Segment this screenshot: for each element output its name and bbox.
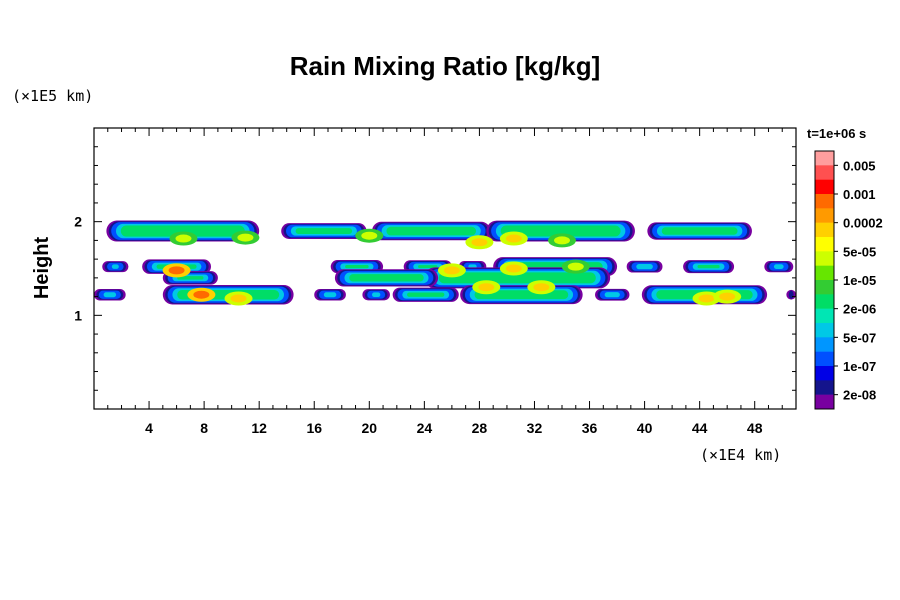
rain-contour	[295, 228, 353, 234]
x-tick-label: 32	[527, 420, 543, 436]
rain-contour	[697, 265, 720, 269]
rain-hotspot-core	[443, 266, 460, 275]
colorbar-cell	[815, 251, 834, 266]
colorbar-label: 1e-07	[843, 359, 876, 374]
colorbar-cell	[815, 179, 834, 195]
rain-hotspot-core	[505, 234, 522, 243]
rain-hotspot-core	[698, 294, 715, 303]
colorbar-label: 0.0002	[843, 216, 883, 231]
rain-contour	[323, 292, 337, 298]
rain-hotspot-core	[471, 238, 488, 247]
chart-title: Rain Mixing Ratio [kg/kg]	[290, 51, 601, 81]
y-axis-label: Height	[31, 237, 53, 300]
rain-contour	[111, 264, 119, 269]
x-tick-label: 28	[472, 420, 488, 436]
rain-hotspot-core	[193, 290, 210, 299]
x-axis-ticks: 4 8 12 16 20 24 28 32 36 40 44 48	[107, 128, 783, 436]
colorbar-cell	[815, 380, 834, 395]
colorbar-cell	[815, 351, 834, 367]
colorbar-cell	[815, 237, 834, 252]
y-axis-ticks: 12	[74, 146, 796, 391]
rain-contour	[788, 290, 794, 299]
colorbar-cell	[815, 323, 834, 338]
rain-contour	[386, 226, 477, 236]
colorbar-label: 0.001	[843, 187, 876, 202]
x-tick-label: 36	[582, 420, 598, 436]
x-tick-label: 12	[251, 420, 267, 436]
colorbar-cell	[815, 208, 834, 223]
rain-hotspot-core	[505, 264, 522, 273]
colorbar-cell	[815, 265, 834, 281]
colorbar-label: 1e-05	[843, 273, 876, 288]
x-axis-unit: (×1E4 km)	[700, 446, 781, 464]
x-tick-label: 24	[417, 420, 433, 436]
x-tick-label: 48	[747, 420, 763, 436]
rain-field	[94, 220, 796, 306]
y-tick-label: 1	[74, 307, 82, 323]
colorbar-cell	[815, 165, 834, 180]
rain-hotspot-core	[478, 283, 495, 292]
rain-hotspot-core	[237, 233, 254, 242]
rain-contour	[177, 276, 204, 280]
rain-contour	[418, 265, 438, 269]
rain-contour	[407, 292, 445, 297]
colorbar-cell	[815, 294, 834, 309]
rain-hotspot-core	[567, 262, 584, 271]
rain-hotspot-core	[168, 266, 185, 275]
y-tick-label: 2	[74, 214, 82, 230]
rain-contour	[103, 292, 117, 298]
plot-frame	[93, 127, 797, 410]
time-label: t=1e+06 s	[807, 126, 866, 141]
colorbar-label: 0.005	[843, 158, 876, 173]
rain-contour	[438, 272, 596, 284]
rain-contour	[636, 263, 653, 270]
colorbar-label: 5e-07	[843, 330, 876, 345]
colorbar-cell	[815, 337, 834, 352]
rain-hotspot-core	[175, 234, 192, 243]
colorbar-cell	[815, 308, 834, 324]
rain-hotspot-core	[230, 294, 247, 303]
colorbar-cell	[815, 151, 834, 166]
rain-contour	[349, 274, 424, 282]
x-tick-label: 4	[145, 420, 153, 436]
rain-contour	[661, 227, 738, 235]
x-tick-label: 8	[200, 420, 208, 436]
colorbar-label: 5e-05	[843, 244, 876, 259]
rain-contour	[120, 225, 245, 237]
colorbar-cell	[815, 394, 834, 410]
colorbar-label: 2e-08	[843, 388, 876, 403]
rain-contour	[604, 292, 620, 298]
rain-hotspot-core	[719, 292, 736, 301]
x-tick-label: 40	[637, 420, 653, 436]
colorbar-cell	[815, 366, 834, 381]
rain-contour	[773, 264, 784, 269]
rain-hotspot-core	[533, 283, 550, 292]
colorbar-cell	[815, 194, 834, 209]
rain-hotspot-core	[554, 236, 570, 245]
x-tick-label: 20	[362, 420, 378, 436]
colorbar-cell	[815, 222, 834, 238]
x-tick-label: 16	[306, 420, 322, 436]
colorbar-cell	[815, 280, 834, 295]
rain-contour	[500, 225, 621, 237]
rain-hotspot-core	[361, 231, 378, 240]
rain-contour	[345, 264, 369, 269]
colorbar: 0.005 0.001 0.0002 5e-05 1e-05 2e-06 5e-07 1e-0…	[814, 150, 883, 410]
rain-contour	[372, 292, 381, 298]
colorbar-label: 2e-06	[843, 302, 876, 317]
x-tick-label: 44	[692, 420, 708, 436]
y-axis-unit: (×1E5 km)	[12, 87, 93, 105]
